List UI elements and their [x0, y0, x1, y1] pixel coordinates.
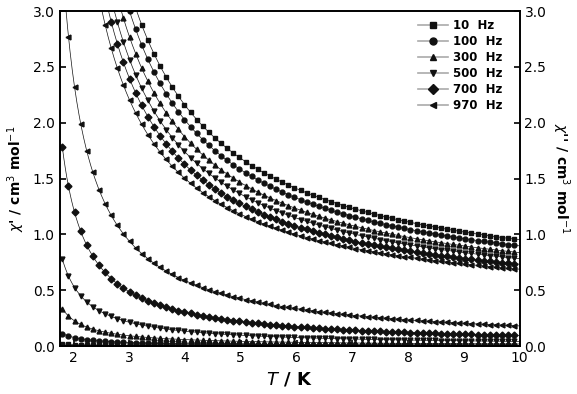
300  Hz: [516, 250, 523, 255]
Line: 300  Hz: 300 Hz: [60, 0, 522, 255]
10  Hz: [266, 173, 273, 178]
500  Hz: [403, 242, 410, 247]
700  Hz: [140, 106, 147, 111]
100  Hz: [266, 184, 273, 188]
Line: 500  Hz: 500 Hz: [60, 0, 522, 261]
500  Hz: [140, 89, 147, 94]
700  Hz: [328, 234, 335, 238]
X-axis label: $T$ / K: $T$ / K: [267, 370, 313, 388]
970  Hz: [266, 224, 273, 229]
970  Hz: [516, 267, 523, 271]
700  Hz: [516, 262, 523, 266]
500  Hz: [177, 144, 183, 149]
10  Hz: [177, 96, 183, 101]
970  Hz: [328, 241, 335, 246]
970  Hz: [177, 171, 183, 176]
Line: 100  Hz: 100 Hz: [60, 0, 522, 248]
Line: 700  Hz: 700 Hz: [60, 0, 522, 267]
700  Hz: [266, 214, 273, 219]
100  Hz: [516, 243, 523, 248]
700  Hz: [364, 242, 371, 246]
Line: 10  Hz: 10 Hz: [60, 0, 522, 242]
300  Hz: [177, 129, 183, 134]
100  Hz: [364, 218, 371, 223]
300  Hz: [140, 69, 147, 74]
300  Hz: [266, 195, 273, 200]
10  Hz: [140, 26, 147, 31]
100  Hz: [403, 227, 410, 231]
300  Hz: [364, 227, 371, 232]
100  Hz: [177, 112, 183, 116]
970  Hz: [403, 255, 410, 259]
Line: 970  Hz: 970 Hz: [60, 0, 522, 271]
Y-axis label: $\chi$' / cm$^3$ mol$^{-1}$: $\chi$' / cm$^3$ mol$^{-1}$: [6, 125, 27, 232]
Y-axis label: $\chi$'' / cm$^3$ mol$^{-1}$: $\chi$'' / cm$^3$ mol$^{-1}$: [550, 123, 571, 234]
10  Hz: [364, 210, 371, 215]
500  Hz: [328, 226, 335, 231]
Legend: 10  Hz, 100  Hz, 300  Hz, 500  Hz, 700  Hz, 970  Hz: 10 Hz, 100 Hz, 300 Hz, 500 Hz, 700 Hz, 9…: [416, 17, 504, 114]
100  Hz: [140, 46, 147, 51]
700  Hz: [177, 157, 183, 162]
500  Hz: [364, 235, 371, 240]
10  Hz: [328, 199, 335, 204]
300  Hz: [328, 218, 335, 223]
500  Hz: [266, 206, 273, 210]
100  Hz: [328, 208, 335, 213]
10  Hz: [516, 238, 523, 242]
970  Hz: [140, 125, 147, 130]
500  Hz: [516, 256, 523, 261]
10  Hz: [403, 219, 410, 224]
300  Hz: [403, 235, 410, 240]
970  Hz: [364, 248, 371, 253]
700  Hz: [403, 248, 410, 253]
